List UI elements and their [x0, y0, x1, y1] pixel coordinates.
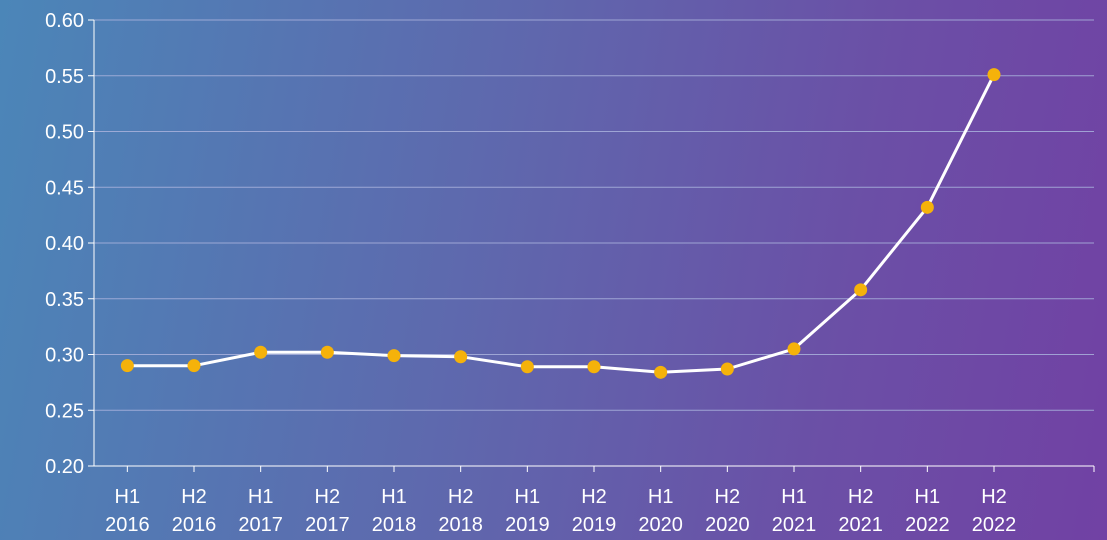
x-tick-label: H1 2022	[905, 486, 950, 536]
y-tick-label: 0.45	[45, 177, 84, 199]
data-point	[587, 360, 601, 374]
data-point	[920, 200, 934, 214]
data-point	[654, 365, 668, 379]
x-tick-labels: H1 2016 H2 2016 H1 2017 H2 2017 H1 2018 H2 2018 H1 20…	[105, 486, 1016, 536]
data-point	[187, 359, 201, 373]
data-point	[387, 349, 401, 363]
y-tick-label: 0.25	[45, 400, 84, 422]
y-tick-label: 0.40	[45, 233, 84, 255]
axes	[88, 19, 1095, 472]
x-tick-label: H2 2022	[972, 486, 1017, 536]
y-tick-label: 0.20	[45, 456, 84, 478]
y-tick-label: 0.30	[45, 345, 84, 367]
data-points	[120, 68, 1001, 379]
data-point	[720, 362, 734, 376]
series-polyline	[127, 73, 996, 374]
y-tick-label: 0.35	[45, 289, 84, 311]
y-tick-labels: 0.20 0.25 0.30 0.35 0.40 0.45 0.50 0.55 0.60	[45, 10, 84, 478]
data-point	[120, 359, 134, 373]
data-point	[854, 283, 868, 297]
series-line	[127, 73, 996, 374]
x-tick-label: H2 2021	[838, 486, 883, 536]
data-point	[520, 360, 534, 374]
x-tick-label: H1 2019	[505, 486, 550, 536]
data-point	[320, 345, 334, 359]
x-tick-label: H1 2018	[372, 486, 417, 536]
x-tick-label: H1 2020	[638, 486, 683, 536]
x-tick-label: H1 2021	[772, 486, 817, 536]
y-tick-label: 0.55	[45, 66, 84, 88]
data-point	[787, 342, 801, 356]
y-tick-label: 0.60	[45, 10, 84, 32]
x-tick-label: H2 2020	[705, 486, 750, 536]
x-tick-label: H2 2016	[172, 486, 217, 536]
x-tick-label: H2 2018	[438, 486, 483, 536]
gridlines	[94, 19, 1094, 411]
data-point	[987, 68, 1001, 82]
x-tick-label: H1 2017	[238, 486, 283, 536]
data-point	[454, 350, 468, 364]
x-tick-label: H1 2016	[105, 486, 150, 536]
x-tick-label: H2 2017	[305, 486, 350, 536]
data-point	[254, 345, 268, 359]
x-tick-label: H2 2019	[572, 486, 617, 536]
y-tick-label: 0.50	[45, 122, 84, 144]
